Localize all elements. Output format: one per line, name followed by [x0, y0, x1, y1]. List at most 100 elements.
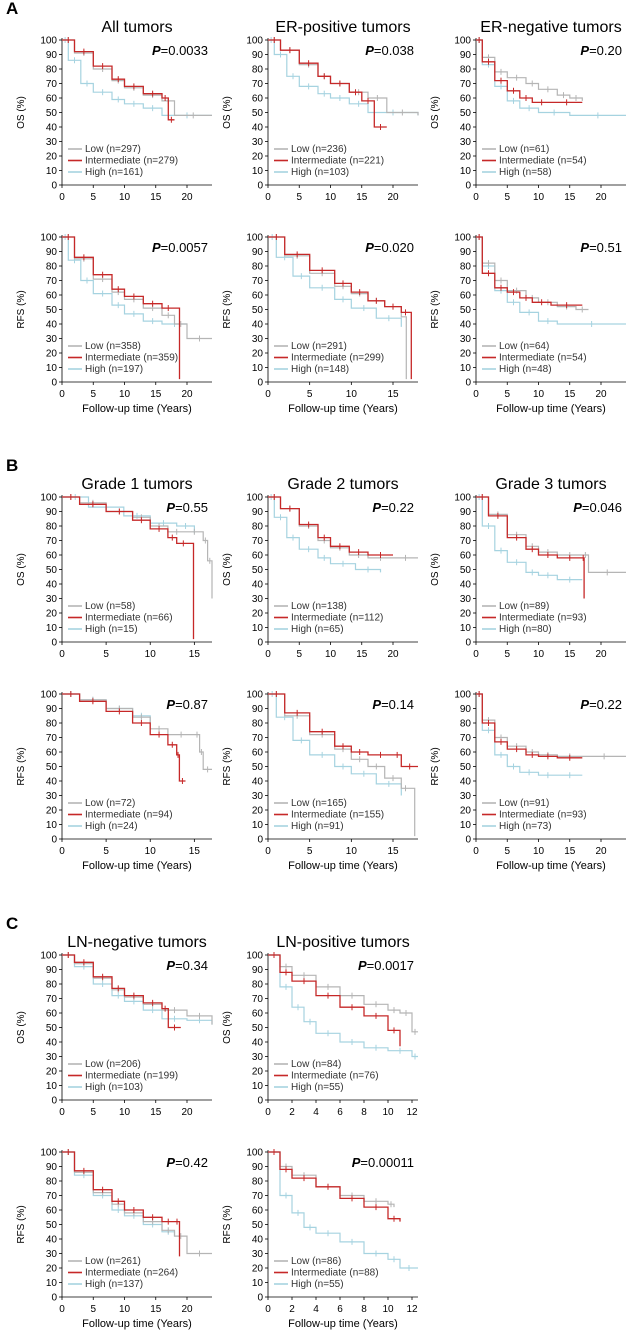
panel-c2: LN-positive tumors0102030405060708090100… [222, 934, 418, 1118]
y-tick-label: 70 [252, 733, 264, 744]
x-tick-label: 15 [387, 389, 399, 400]
x-tick-label: 0 [59, 1304, 65, 1315]
legend-entry-intermediate: Intermediate (n=93) [499, 613, 587, 624]
y-tick-label: 10 [46, 166, 58, 177]
panel-b3: Grade 3 tumors 0 10 20 30 40 50 60 70 80 90 100 0 5 10… [430, 476, 626, 660]
y-tick-label: 70 [252, 1191, 264, 1202]
y-tick-label: 20 [46, 609, 58, 620]
panel-a4: 0 10 20 30 40 50 60 70 80 90 100 0 5 10 15 20 RFS (%) Fol… [16, 233, 212, 415]
legend-entry-intermediate: Intermediate (n=359) [85, 353, 178, 364]
y-tick-label: 30 [460, 334, 472, 345]
y-tick-label: 90 [46, 507, 58, 518]
y-tick-label: 20 [460, 152, 472, 163]
y-tick-label: 40 [460, 320, 472, 331]
x-tick-label: 0 [473, 192, 479, 203]
y-tick-label: 40 [46, 1235, 58, 1246]
y-tick-label: 50 [46, 1023, 58, 1034]
section-label-a: A [6, 0, 18, 18]
x-axis-label: Follow-up time (Years) [496, 403, 606, 415]
x-tick-label: 5 [504, 192, 510, 203]
y-tick-label: 100 [454, 690, 471, 701]
legend-entry-high: High (n=15) [85, 624, 138, 635]
y-tick-label: 100 [246, 233, 263, 244]
x-tick-label: 10 [346, 846, 358, 857]
y-tick-label: 40 [460, 580, 472, 591]
section-label-b: B [6, 456, 18, 475]
legend-entry-low: Low (n=165) [291, 798, 347, 809]
x-tick-label: 0 [473, 389, 479, 400]
x-tick-label: 20 [387, 192, 399, 203]
legend-entry-intermediate: Intermediate (n=264) [85, 1268, 178, 1279]
x-tick-label: 0 [265, 846, 271, 857]
panel-a2: ER-positive tumors0102030405060708090100… [222, 19, 419, 203]
y-tick-label: 30 [252, 791, 264, 802]
y-tick-label: 60 [252, 291, 264, 302]
y-tick-label: 50 [252, 762, 264, 773]
y-tick-label: 30 [252, 1249, 264, 1260]
y-tick-label: 60 [252, 1206, 264, 1217]
panel-b6: 0 10 20 30 40 50 60 70 80 90 100 0 5 10 15 20 RFS (%) Fol… [430, 690, 626, 872]
y-axis-label: RFS (%) [16, 747, 27, 785]
y-tick-label: 20 [46, 152, 58, 163]
y-tick-label: 0 [257, 835, 263, 846]
y-axis-label: RFS (%) [16, 1205, 27, 1243]
x-tick-label: 0 [473, 846, 479, 857]
y-tick-label: 70 [46, 994, 58, 1005]
y-tick-label: 30 [252, 334, 264, 345]
x-tick-label: 20 [181, 1304, 193, 1315]
y-tick-label: 70 [252, 536, 264, 547]
legend-entry-high: High (n=161) [85, 167, 143, 178]
y-tick-label: 100 [246, 1148, 263, 1159]
x-tick-label: 15 [564, 846, 576, 857]
y-tick-label: 100 [246, 690, 263, 701]
panel-title: LN-positive tumors [276, 934, 409, 951]
y-tick-label: 0 [51, 1096, 57, 1107]
x-tick-label: 10 [119, 192, 131, 203]
x-tick-label: 10 [119, 1304, 131, 1315]
y-tick-label: 20 [460, 806, 472, 817]
x-tick-label: 15 [356, 192, 368, 203]
curve-intermediate [476, 693, 583, 759]
panel-b5: 0 10 20 30 40 50 60 70 80 90 100 0 5 10 15 RFS (%) Follo… [222, 690, 418, 872]
p-value: P=0.87 [166, 697, 208, 712]
x-tick-label: 10 [119, 1107, 131, 1118]
y-tick-label: 50 [252, 305, 264, 316]
y-axis-label: RFS (%) [430, 290, 441, 328]
x-tick-label: 5 [103, 846, 109, 857]
y-tick-label: 100 [40, 36, 57, 47]
y-tick-label: 80 [252, 262, 264, 273]
y-tick-label: 80 [460, 65, 472, 76]
y-tick-label: 60 [252, 1009, 264, 1020]
y-tick-label: 40 [46, 320, 58, 331]
x-tick-label: 6 [337, 1107, 343, 1118]
y-tick-label: 90 [252, 965, 264, 976]
x-tick-label: 15 [387, 846, 399, 857]
x-tick-label: 20 [181, 389, 193, 400]
legend-entry-low: Low (n=358) [85, 341, 141, 352]
y-axis-label: RFS (%) [222, 290, 233, 328]
curve-high [62, 1151, 176, 1237]
y-tick-label: 100 [40, 951, 57, 962]
p-value: P=0.14 [372, 697, 414, 712]
y-tick-label: 10 [252, 1278, 264, 1289]
legend-entry-low: Low (n=61) [499, 144, 549, 155]
p-value: P=0.22 [580, 697, 622, 712]
legend-entry-low: Low (n=58) [85, 601, 135, 612]
y-axis-label: OS (%) [16, 96, 27, 129]
x-tick-label: 0 [59, 389, 65, 400]
legend-entry-high: High (n=148) [291, 364, 349, 375]
y-tick-label: 70 [252, 79, 264, 90]
legend-entry-intermediate: Intermediate (n=66) [85, 613, 173, 624]
y-tick-label: 80 [460, 262, 472, 273]
x-tick-label: 10 [119, 389, 131, 400]
y-tick-label: 90 [252, 247, 264, 258]
y-tick-label: 60 [460, 748, 472, 759]
y-tick-label: 50 [252, 1023, 264, 1034]
legend-entry-low: Low (n=261) [85, 1256, 141, 1267]
p-value: P=0.34 [166, 958, 208, 973]
legend-entry-high: High (n=55) [291, 1279, 344, 1290]
x-tick-label: 15 [356, 649, 368, 660]
y-tick-label: 10 [46, 820, 58, 831]
legend-entry-intermediate: Intermediate (n=279) [85, 156, 178, 167]
